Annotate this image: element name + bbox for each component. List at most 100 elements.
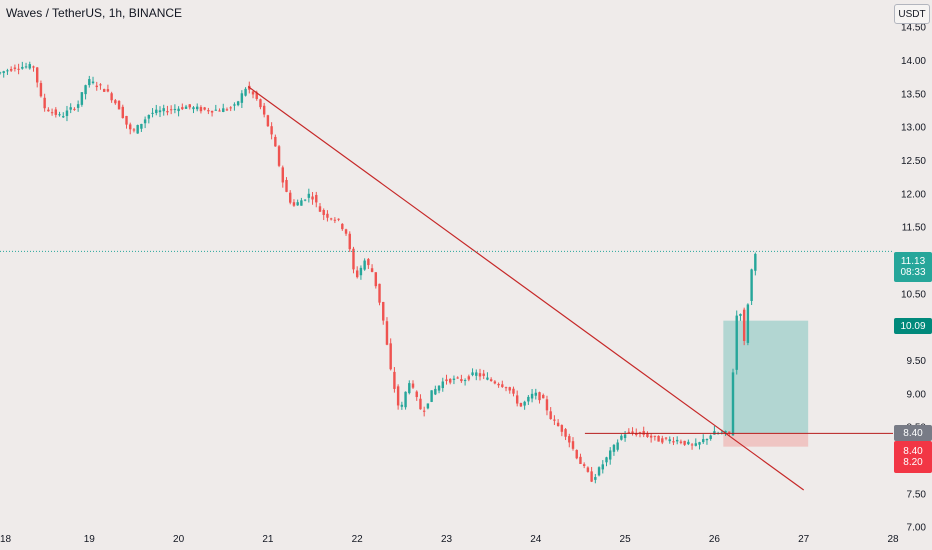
- candle-body: [47, 109, 50, 112]
- candle-body: [370, 268, 374, 272]
- last-price-label: 11.13 08:33: [894, 252, 932, 282]
- candle-body: [452, 378, 456, 380]
- candle-body: [575, 449, 578, 459]
- candle-body: [132, 129, 136, 131]
- candle-body: [582, 464, 586, 466]
- candle-body: [326, 213, 329, 218]
- candle-body: [568, 436, 571, 443]
- candle-body: [58, 114, 61, 116]
- candles-layer: [0, 61, 757, 484]
- candle-body: [39, 83, 43, 97]
- candle-body: [434, 388, 437, 395]
- candle-body: [341, 223, 344, 230]
- time-tick-label: 23: [441, 534, 453, 545]
- candle-body: [687, 441, 690, 445]
- candle-body: [236, 101, 240, 106]
- candle-body: [616, 442, 619, 450]
- price-tick-label: 14.50: [901, 23, 926, 34]
- candle-body: [549, 411, 552, 420]
- candle-body: [698, 442, 701, 445]
- countdown-value: 08:33: [900, 267, 926, 278]
- entry-red-value: 8.40: [903, 446, 923, 457]
- candle-body: [396, 386, 400, 406]
- time-tick-label: 25: [620, 534, 632, 545]
- candle-body: [646, 433, 649, 438]
- candle-body: [244, 88, 247, 96]
- time-tick-label: 20: [173, 534, 185, 545]
- time-tick-label: 26: [709, 534, 721, 545]
- candle-body: [515, 395, 519, 404]
- candle-body: [419, 398, 422, 410]
- price-tick-label: 7.00: [907, 523, 927, 534]
- candle-body: [207, 110, 210, 112]
- candle-body: [296, 202, 299, 206]
- candle-body: [709, 435, 712, 439]
- candle-body: [750, 269, 753, 301]
- price-tick-label: 10.50: [901, 289, 926, 300]
- candle-body: [199, 107, 203, 112]
- candle-body: [106, 89, 110, 92]
- candle-body: [54, 109, 58, 115]
- candle-body: [95, 85, 98, 88]
- candle-body: [382, 301, 385, 321]
- candle-body: [359, 267, 363, 276]
- candle-body: [9, 69, 13, 71]
- stop-price-value: 8.20: [903, 457, 923, 468]
- loss-zone: [723, 433, 809, 447]
- candle-body: [147, 115, 151, 119]
- candle-body: [140, 123, 143, 129]
- candle-body: [28, 64, 31, 69]
- candle-body: [322, 209, 325, 215]
- candle-body: [329, 218, 333, 220]
- candle-body: [594, 477, 597, 480]
- candle-body: [17, 68, 20, 70]
- candle-body: [114, 100, 117, 104]
- price-tick-label: 14.00: [901, 56, 926, 67]
- candle-body: [553, 419, 556, 421]
- candle-body: [746, 304, 750, 343]
- candle-body: [251, 91, 255, 95]
- candle-body: [80, 92, 84, 105]
- candle-body: [43, 97, 46, 109]
- time-tick-label: 18: [0, 534, 12, 545]
- price-tick-label: 11.50: [902, 223, 927, 234]
- candle-body: [534, 392, 538, 396]
- candle-body: [661, 438, 664, 443]
- candle-body: [99, 84, 102, 86]
- candle-body: [571, 441, 575, 449]
- candle-body: [169, 109, 173, 111]
- candle-body: [266, 115, 270, 127]
- candle-body: [597, 467, 601, 476]
- candle-body: [724, 430, 727, 433]
- candle-body: [177, 108, 180, 112]
- time-tick-label: 28: [887, 534, 899, 545]
- candle-body: [657, 435, 660, 442]
- candle-body: [262, 105, 266, 115]
- candle-body: [352, 248, 355, 270]
- candle-body: [173, 108, 177, 110]
- candle-body: [504, 387, 508, 389]
- time-tick-label: 24: [530, 534, 542, 545]
- candle-body: [73, 108, 76, 110]
- candle-body: [579, 456, 582, 464]
- candle-body: [102, 89, 106, 92]
- candle-body: [449, 378, 452, 383]
- time-tick-label: 19: [84, 534, 96, 545]
- candle-body: [679, 441, 683, 443]
- candle-body: [307, 193, 311, 198]
- candle-body: [110, 93, 113, 101]
- overlay-lines: [0, 86, 893, 491]
- currency-button[interactable]: USDT: [894, 4, 930, 24]
- candle-body: [538, 392, 541, 401]
- candle-body: [277, 146, 281, 166]
- candle-body: [404, 391, 407, 408]
- time-tick-label: 21: [262, 534, 274, 545]
- candle-body: [229, 107, 232, 109]
- candle-body: [627, 431, 631, 433]
- candle-body: [702, 439, 705, 443]
- candle-body: [493, 381, 497, 384]
- candle-body: [742, 309, 746, 341]
- price-tick-label: 12.50: [901, 156, 926, 167]
- candle-body: [460, 379, 463, 382]
